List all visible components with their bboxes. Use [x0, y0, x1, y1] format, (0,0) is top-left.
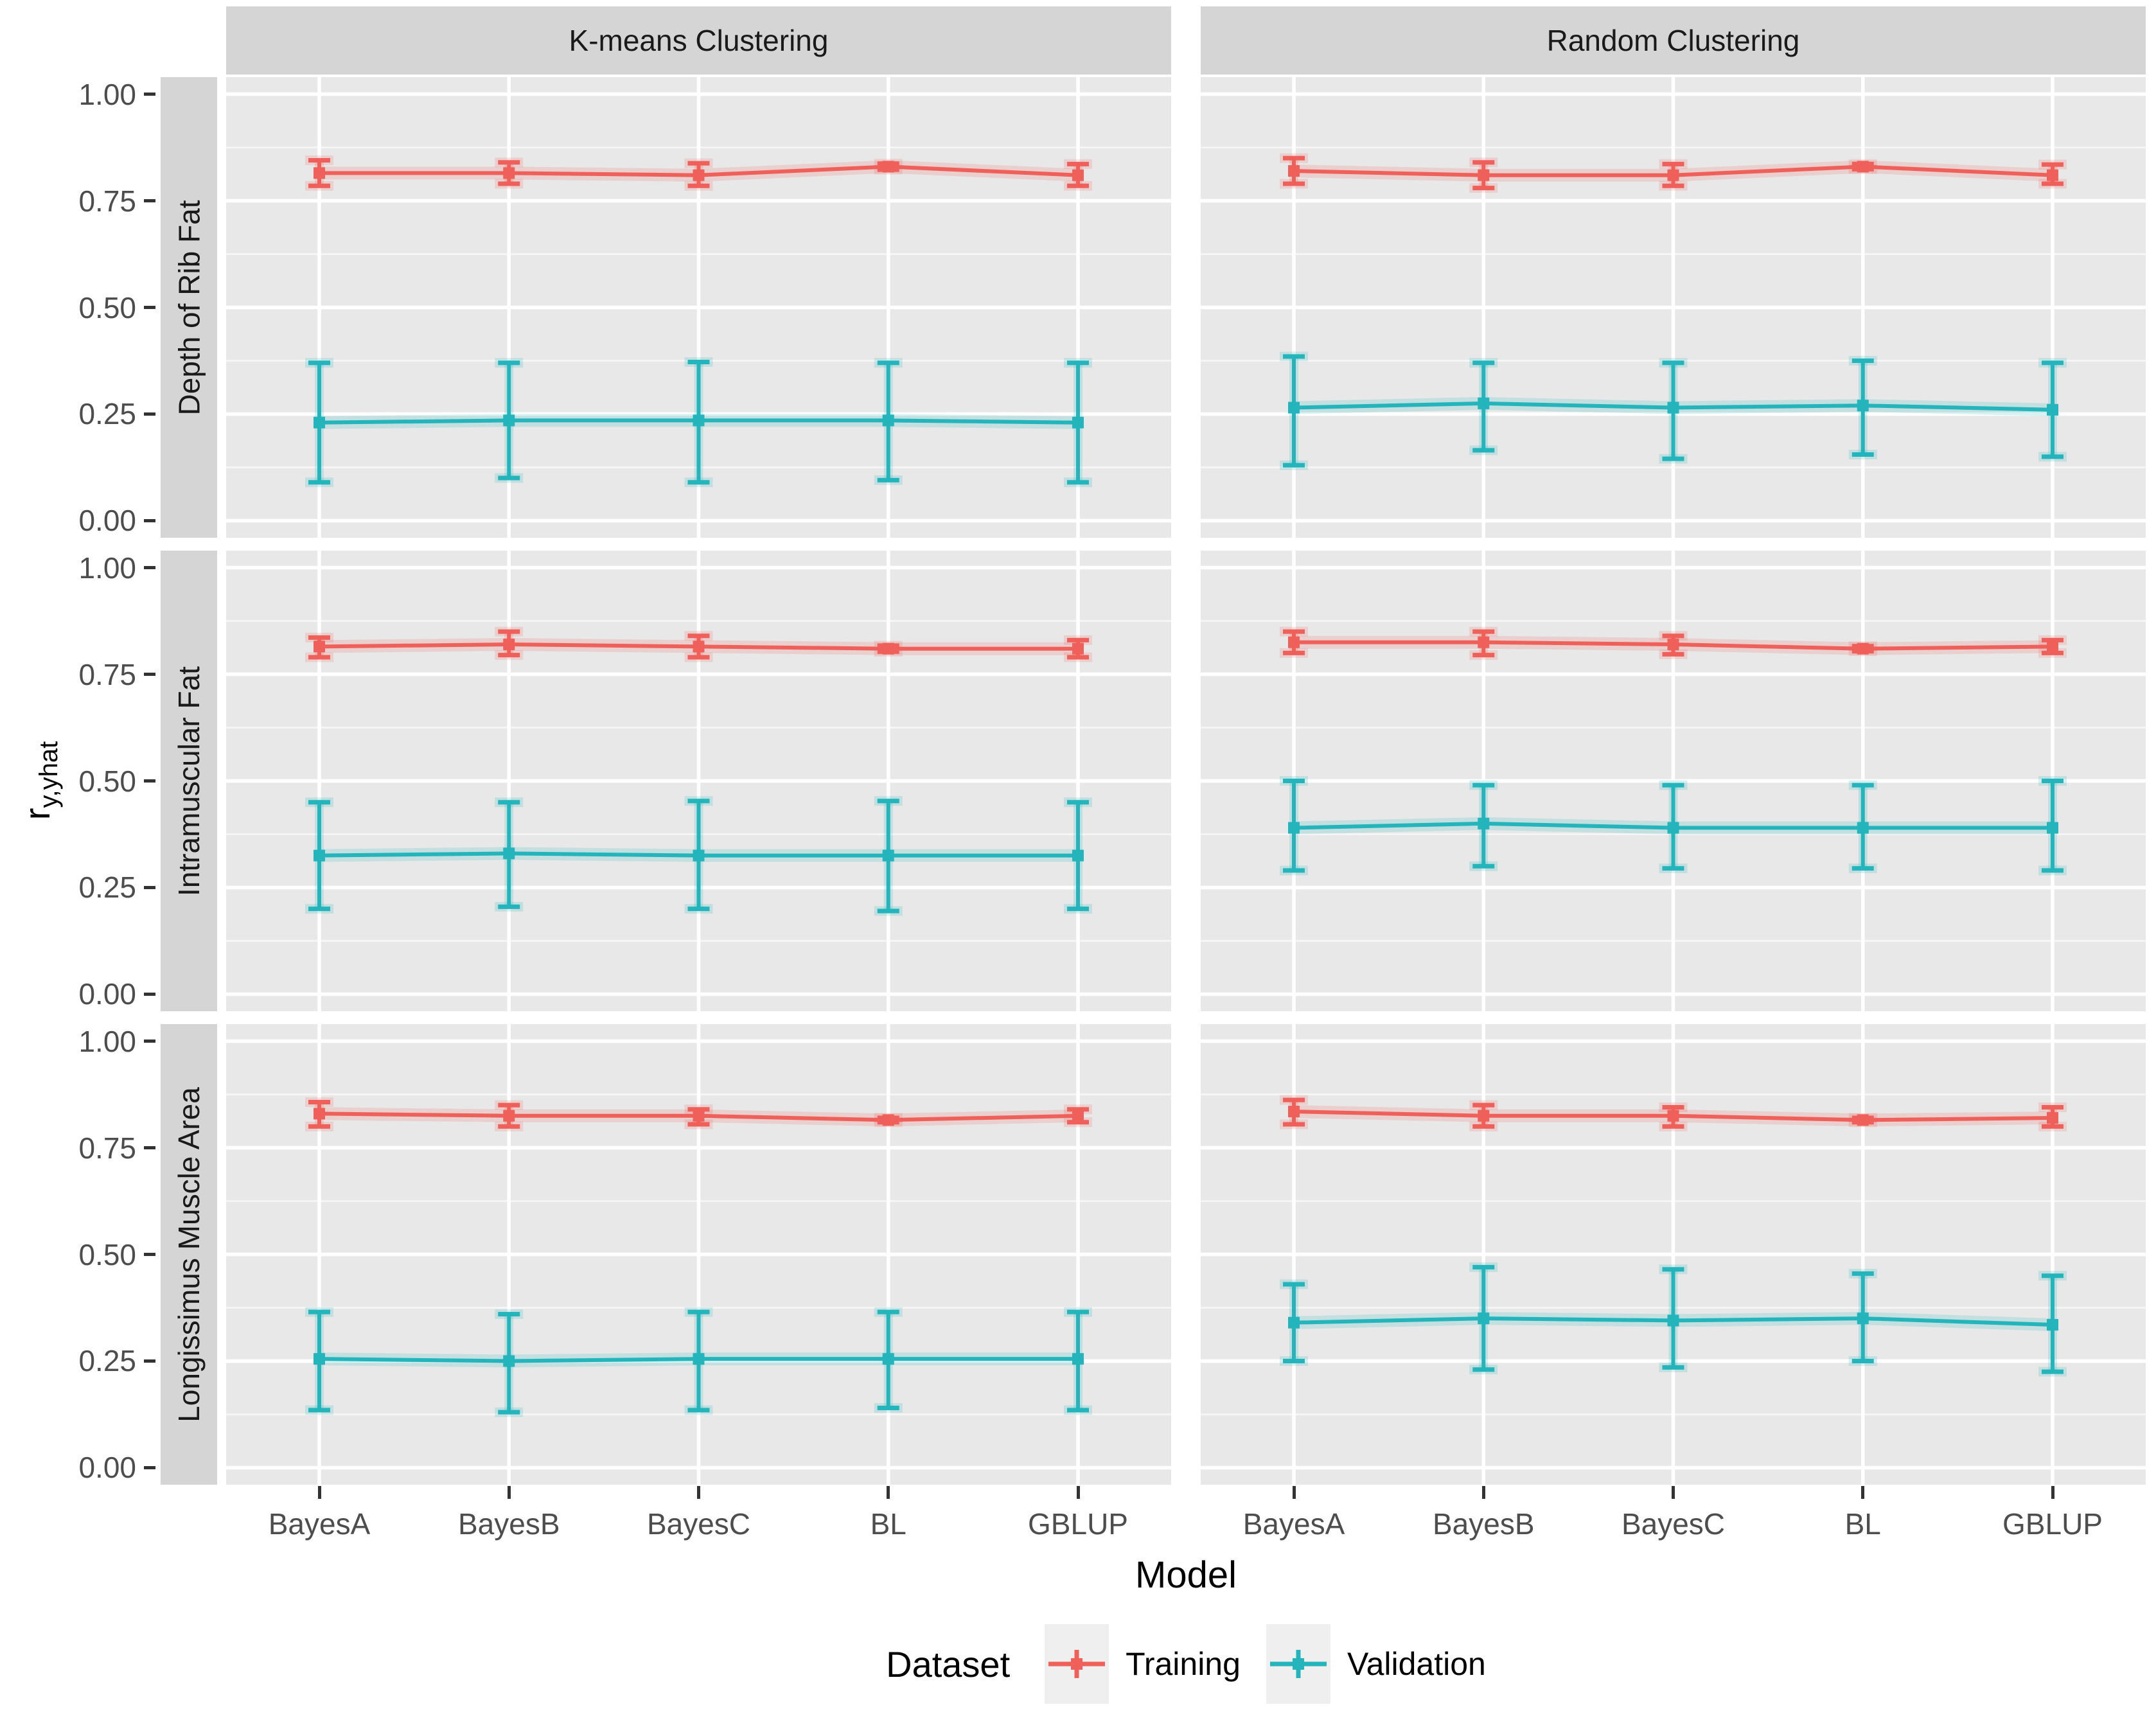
y-tick-mark [144, 1253, 155, 1256]
y-tick-mark [144, 779, 155, 783]
legend-item-validation: Validation [1266, 1624, 1486, 1704]
y-tick-label: 0.50 [78, 1237, 136, 1271]
x-tick-label: GBLUP [2002, 1507, 2103, 1541]
x-tick-label: GBLUP [1028, 1507, 1128, 1541]
training-errorbar-key-icon [1045, 1624, 1109, 1704]
y-tick-label: 0.25 [78, 1344, 136, 1378]
x-tick-label: BayesC [1621, 1507, 1726, 1541]
y-tick-label: 0.25 [78, 397, 136, 431]
y-axis-title: ry,yhat [16, 741, 64, 820]
panel-intramuscular-fat-kmeans [226, 551, 1171, 1011]
y-tick-label: 0.25 [78, 871, 136, 905]
y-tick-mark [144, 412, 155, 416]
x-axis-title: Model [1135, 1554, 1237, 1596]
x-tick-label: BayesA [268, 1507, 371, 1541]
panel-depth-rib-fat-kmeans [226, 77, 1171, 538]
y-tick-label: 0.00 [78, 504, 136, 538]
legend: Dataset Training Validation [226, 1619, 2146, 1709]
y-tick-mark [144, 1465, 155, 1469]
y-tick-mark [144, 885, 155, 889]
y-axis-ticks-row-1: 1.00 0.75 0.50 0.25 0.00 [0, 77, 168, 538]
x-tick-mark [887, 1486, 890, 1499]
facet-row-strip-depth-rib-fat: Depth of Rib Fat [161, 77, 217, 538]
y-tick-mark [144, 518, 155, 522]
facet-row-strip-intramuscular-fat: Intramuscular Fat [161, 551, 217, 1011]
y-tick-label: 0.00 [78, 1451, 136, 1485]
x-tick-mark [317, 1486, 321, 1499]
y-tick-mark [144, 673, 155, 677]
y-tick-mark [144, 1146, 155, 1150]
x-tick-label: BayesB [457, 1507, 560, 1541]
y-tick-label: 1.00 [78, 77, 136, 111]
x-tick-label: BayesB [1432, 1507, 1535, 1541]
y-tick-mark [144, 199, 155, 203]
x-axis-ticks-kmeans: BayesA BayesB BayesC BL GBLUP [226, 1485, 1171, 1555]
y-tick-label: 0.75 [78, 657, 136, 691]
y-axis-title-base: r [16, 808, 57, 820]
x-tick-label: BayesA [1242, 1507, 1345, 1541]
y-tick-mark [144, 1359, 155, 1363]
y-tick-label: 0.75 [78, 184, 136, 218]
panel-longissimus-muscle-area-random [1201, 1024, 2146, 1485]
x-tick-mark [2051, 1486, 2054, 1499]
panel-longissimus-muscle-area-kmeans [226, 1024, 1171, 1485]
y-tick-label: 1.00 [78, 551, 136, 585]
x-tick-mark [1672, 1486, 1675, 1499]
x-tick-mark [697, 1486, 700, 1499]
y-tick-mark [144, 992, 155, 996]
y-tick-mark [144, 566, 155, 570]
y-tick-mark [144, 306, 155, 309]
panel-depth-rib-fat-random [1201, 77, 2146, 538]
x-tick-label: BL [870, 1507, 906, 1541]
y-tick-label: 0.00 [78, 977, 136, 1011]
panel-intramuscular-fat-random [1201, 551, 2146, 1011]
facet-col-strip-random: Random Clustering [1201, 6, 2146, 75]
x-tick-mark [1861, 1486, 1865, 1499]
y-tick-mark [144, 1040, 155, 1043]
y-axis-ticks-row-3: 1.00 0.75 0.50 0.25 0.00 [0, 1024, 168, 1485]
y-axis-title-subscript: y,yhat [35, 741, 64, 808]
x-axis-ticks-random: BayesA BayesB BayesC BL GBLUP [1201, 1485, 2146, 1555]
legend-label-training: Training [1126, 1646, 1241, 1682]
x-tick-label: BayesC [646, 1507, 751, 1541]
y-tick-label: 0.75 [78, 1131, 136, 1165]
facet-row-strip-label: Intramuscular Fat [172, 666, 206, 896]
facet-row-strip-label: Depth of Rib Fat [172, 200, 206, 415]
y-tick-label: 1.00 [78, 1024, 136, 1058]
facet-row-strip-longissimus-muscle-area: Longissimus Muscle Area [161, 1024, 217, 1485]
y-tick-label: 0.50 [78, 764, 136, 798]
legend-title: Dataset [886, 1643, 1011, 1685]
x-tick-mark [1292, 1486, 1296, 1499]
y-tick-mark [144, 93, 155, 96]
x-tick-label: BL [1844, 1507, 1881, 1541]
x-tick-mark [1076, 1486, 1080, 1499]
legend-item-training: Training [1045, 1624, 1241, 1704]
facet-row-strip-label: Longissimus Muscle Area [172, 1086, 206, 1422]
x-tick-mark [1481, 1486, 1485, 1499]
validation-errorbar-key-icon [1266, 1624, 1330, 1704]
facet-col-strip-kmeans: K-means Clustering [226, 6, 1171, 75]
y-tick-label: 0.50 [78, 290, 136, 324]
x-tick-mark [507, 1486, 511, 1499]
y-axis-ticks-row-2: 1.00 0.75 0.50 0.25 0.00 [0, 551, 168, 1011]
legend-label-validation: Validation [1347, 1646, 1486, 1682]
